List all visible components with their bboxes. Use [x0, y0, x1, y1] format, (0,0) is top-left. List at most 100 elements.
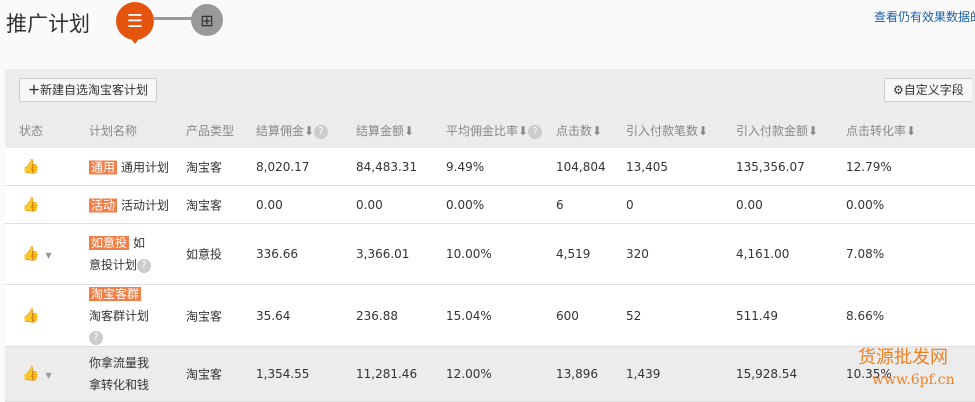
sort-down-icon: ⬇: [698, 124, 709, 138]
help-icon: ?: [528, 124, 543, 139]
help-icon: ?: [314, 124, 329, 139]
status-toggle[interactable]: 👍: [22, 308, 39, 324]
cell-commission: 336.66: [256, 247, 298, 261]
plan-name[interactable]: 通用 通用计划: [89, 160, 170, 174]
list-icon: ☰: [126, 10, 144, 32]
status-toggle[interactable]: 👍: [22, 197, 39, 213]
cell-orders: 320: [626, 247, 649, 261]
cell-rate: 0.00%: [446, 197, 485, 212]
list-view-toggle[interactable]: ☰: [116, 2, 154, 44]
col-name: 计划名称: [89, 124, 138, 138]
cell-paid: 15,928.54: [736, 367, 798, 381]
plan-tag: 淘宝客群: [89, 286, 142, 301]
plus-icon: ＋: [28, 83, 41, 97]
cell-orders: 0: [626, 197, 634, 212]
cell-type: 淘宝客: [186, 367, 223, 382]
status-toggle[interactable]: 👍 ▼: [22, 366, 52, 382]
cell-rate: 15.04%: [446, 308, 492, 323]
cell-rate: 9.49%: [446, 159, 485, 174]
cell-paid: 4,161.00: [736, 247, 790, 261]
cell-clicks: 4,519: [556, 247, 591, 261]
thumb-icon: 👍: [22, 307, 40, 324]
cell-orders: 52: [626, 308, 642, 323]
custom-fields-label: 自定义字段: [903, 83, 964, 97]
cell-commission: 35.64: [256, 308, 291, 323]
plan-name[interactable]: 如意投 如意投计划?: [89, 232, 152, 276]
grid-icon: ⊞: [200, 10, 214, 30]
table-row[interactable]: 👍 ▼ 如意投 如意投计划? 如意投 336.66 3,366.01 10.00% 4,519 3…: [5, 224, 975, 285]
plan-name[interactable]: 淘宝客群淘客群计划?: [89, 286, 150, 345]
plan-tag: 通用: [89, 160, 118, 174]
cell-orders: 1,439: [626, 367, 661, 381]
gear-icon: ⚙: [893, 83, 904, 97]
status-toggle[interactable]: 👍 ▼: [22, 246, 52, 262]
col-type: 产品类型: [186, 124, 235, 138]
cell-amount: 3,366.01: [356, 247, 410, 261]
plan-tag: 如意投: [89, 236, 130, 250]
col-amount[interactable]: 结算金额⬇: [356, 124, 415, 138]
cell-clicks: 600: [556, 308, 579, 323]
table-row[interactable]: 👍 ▼ 你拿流量我拿转化和钱 淘宝客 1,354.55 11,281.46 12.00% 13…: [5, 347, 975, 402]
custom-fields-button[interactable]: ⚙自定义字段: [884, 78, 972, 102]
thumb-icon: 👍: [22, 196, 40, 213]
table-row[interactable]: 👍 淘宝客群淘客群计划? 淘宝客 35.64 236.88 15.04% 600 52 511.…: [5, 285, 975, 347]
plan-tag: 活动: [89, 198, 118, 212]
cell-clicks: 13,896: [556, 367, 598, 381]
col-commission[interactable]: 结算佣金⬇?: [256, 122, 329, 139]
sort-down-icon: ⬇: [518, 124, 529, 138]
cell-clicks: 6: [556, 197, 564, 212]
cell-type: 淘宝客: [186, 198, 223, 212]
help-icon[interactable]: ?: [137, 258, 152, 273]
sort-down-icon: ⬇: [906, 124, 917, 138]
plan-name[interactable]: 活动 活动计划: [89, 198, 170, 212]
view-connector: [153, 17, 193, 20]
cell-conv: 10.35%: [846, 367, 892, 381]
cell-commission: 1,354.55: [256, 367, 310, 381]
col-rate[interactable]: 平均佣金比率⬇?: [446, 122, 543, 139]
cell-type: 淘宝客: [186, 309, 223, 323]
page-title: 推广计划: [6, 12, 90, 36]
view-effective-data-link[interactable]: 查看仍有效果数据的: [874, 10, 975, 24]
cell-paid: 135,356.07: [736, 159, 805, 174]
cell-amount: 0.00: [356, 197, 383, 212]
cell-type: 淘宝客: [186, 160, 223, 174]
caret-down-icon[interactable]: ▼: [45, 371, 52, 380]
sort-down-icon: ⬇: [404, 124, 415, 138]
cell-orders: 13,405: [626, 159, 668, 174]
thumb-icon: 👍: [22, 246, 40, 262]
col-conv[interactable]: 点击转化率⬇: [846, 124, 917, 138]
status-toggle[interactable]: 👍: [22, 159, 39, 175]
cell-type: 如意投: [186, 247, 223, 262]
cell-conv: 8.66%: [846, 308, 885, 323]
cell-conv: 7.08%: [846, 247, 885, 261]
new-plan-button[interactable]: ＋新建自选淘宝客计划: [19, 78, 158, 102]
grid-view-toggle[interactable]: ⊞: [191, 4, 223, 36]
table-header: 状态 计划名称 产品类型 结算佣金⬇? 结算金额⬇ 平均佣金比率⬇? 点击数⬇ …: [0, 118, 975, 146]
cell-amount: 11,281.46: [356, 367, 418, 381]
plan-name[interactable]: 你拿流量我拿转化和钱: [89, 356, 150, 392]
thumb-icon: 👍: [22, 366, 40, 382]
caret-down-icon[interactable]: ▼: [45, 251, 52, 260]
cell-conv: 0.00%: [846, 197, 885, 212]
table-row[interactable]: 👍 通用 通用计划 淘宝客 8,020.17 84,483.31 9.49% 104,804 1…: [5, 148, 975, 186]
col-orders[interactable]: 引入付款笔数⬇: [626, 124, 709, 138]
thumb-icon: 👍: [22, 158, 40, 175]
sort-down-icon: ⬇: [808, 124, 819, 138]
sort-down-icon: ⬇: [592, 124, 603, 138]
cell-commission: 8,020.17: [256, 159, 310, 174]
help-icon[interactable]: ?: [89, 331, 103, 345]
cell-conv: 12.79%: [846, 159, 892, 174]
col-status: 状态: [19, 124, 44, 138]
cell-amount: 236.88: [356, 308, 398, 323]
col-clicks[interactable]: 点击数⬇: [556, 124, 603, 138]
cell-rate: 12.00%: [446, 367, 492, 381]
cell-clicks: 104,804: [556, 159, 606, 174]
table-row[interactable]: 👍 活动 活动计划 淘宝客 0.00 0.00 0.00% 6 0 0.00 0.00%: [5, 186, 975, 224]
watermark: 货源批发网 www.6pf.cn: [858, 347, 955, 388]
cell-paid: 0.00: [736, 197, 763, 212]
new-plan-label: 新建自选淘宝客计划: [40, 83, 149, 97]
cell-paid: 511.49: [736, 308, 778, 323]
cell-amount: 84,483.31: [356, 159, 418, 174]
col-paid[interactable]: 引入付款金额⬇: [736, 124, 819, 138]
cell-rate: 10.00%: [446, 247, 492, 261]
